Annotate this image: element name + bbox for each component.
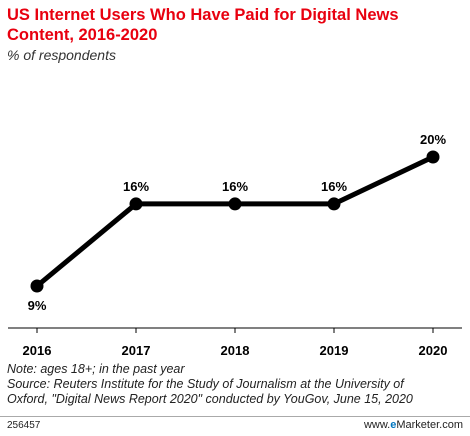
data-point [426,150,440,164]
source-line: Oxford, "Digital News Report 2020" condu… [7,392,413,406]
chart-title: US Internet Users Who Have Paid for Digi… [7,6,399,44]
data-point [30,279,44,293]
note-line: Note: ages 18+; in the past year [7,362,185,376]
x-tick-label: 2020 [419,343,448,358]
chart-notes: Note: ages 18+; in the past year Source:… [7,362,463,407]
line-chart: 2016 2017 2018 2019 2020 9% 16% 16% 16% 20% [8,132,462,358]
chart-subtitle: % of respondents [7,47,116,63]
x-tick-label: 2017 [122,343,151,358]
x-tick-label: 2018 [221,343,250,358]
x-tick-label: 2016 [23,343,52,358]
brand-logo: www.eMarketer.com [363,419,463,431]
data-label: 16% [222,179,248,194]
footer-divider [0,416,470,417]
data-label: 16% [321,179,347,194]
data-label: 9% [28,298,47,313]
series-line [34,154,436,289]
source-line: Source: Reuters Institute for the Study … [7,377,404,391]
data-label: 20% [420,132,446,147]
data-point [228,197,242,211]
x-tick-label: 2019 [320,343,349,358]
chart-id: 256457 [7,420,41,431]
data-label: 16% [123,179,149,194]
data-point [327,197,341,211]
data-point [129,197,143,211]
